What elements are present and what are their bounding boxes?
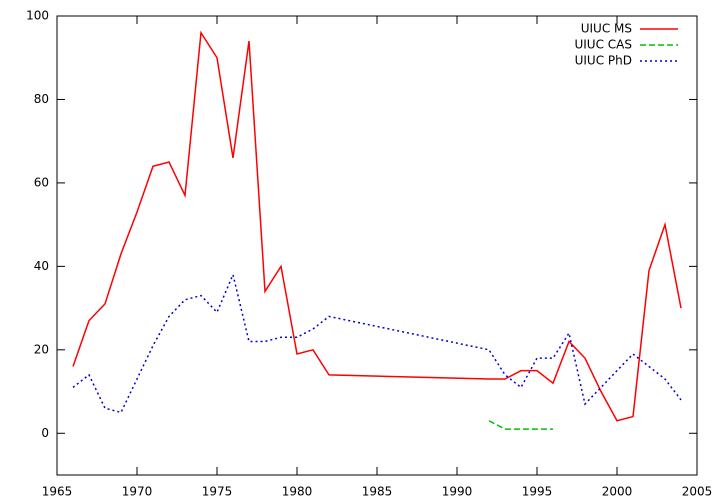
x-tick-label: 1965 — [42, 485, 73, 499]
x-tick-label: 1970 — [122, 485, 153, 499]
legend-label: UIUC PhD — [575, 54, 632, 68]
legend-label: UIUC CAS — [574, 38, 632, 52]
plot-frame — [56, 15, 698, 476]
x-tick-label: 1980 — [282, 485, 313, 499]
x-tick-label: 1990 — [442, 485, 473, 499]
x-tick-label: 1975 — [202, 485, 233, 499]
y-tick-label: 100 — [26, 9, 49, 23]
x-tick-label: 1985 — [362, 485, 393, 499]
y-tick-label: 20 — [34, 342, 49, 356]
x-tick-label: 1995 — [522, 485, 553, 499]
legend-label: UIUC MS — [581, 22, 632, 36]
series-line — [72, 272, 682, 414]
y-tick-label: 0 — [41, 426, 49, 440]
series-line — [488, 420, 553, 430]
series-line — [72, 30, 682, 422]
x-tick-label: 2000 — [602, 485, 633, 499]
x-tick-label: 2005 — [682, 485, 713, 499]
y-tick-label: 60 — [34, 175, 49, 189]
y-tick-label: 40 — [34, 259, 49, 273]
y-tick-label: 80 — [34, 92, 49, 106]
